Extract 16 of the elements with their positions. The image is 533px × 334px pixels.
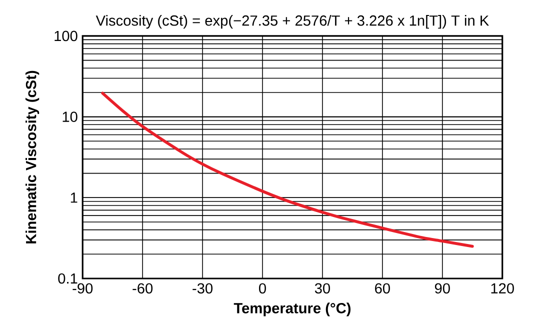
x-axis-title: Temperature (°C) bbox=[234, 302, 351, 316]
x-tick-label: 90 bbox=[434, 282, 450, 294]
x-tick-label: -90 bbox=[72, 282, 93, 294]
x-tick-label: 60 bbox=[375, 282, 390, 294]
y-tick-label: 10 bbox=[62, 111, 78, 122]
y-tick-label: 0.1 bbox=[58, 273, 78, 284]
x-tick-label: -30 bbox=[192, 282, 213, 294]
line-series bbox=[101, 92, 474, 248]
x-tick-label: -60 bbox=[132, 282, 153, 294]
y-tick-label: 100 bbox=[54, 30, 78, 41]
y-tick-label: 1 bbox=[70, 192, 78, 202]
x-tick-label: 30 bbox=[314, 282, 330, 294]
x-tick-label: 120 bbox=[491, 282, 514, 294]
x-tick-label: 0 bbox=[259, 282, 266, 294]
chart-title: Viscosity (cSt) = exp(−27.35 + 2576/T + 3.226 x 1n[T]) T in K bbox=[96, 14, 489, 28]
y-axis-title: Kinematic Viscosity (cSt) bbox=[26, 70, 40, 244]
